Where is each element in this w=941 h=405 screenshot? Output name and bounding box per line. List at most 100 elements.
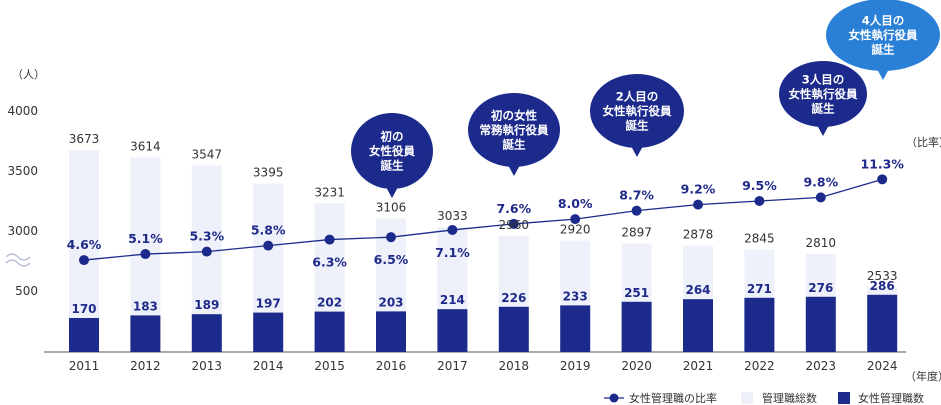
bar-total-label: 2533: [867, 269, 898, 283]
milestone-text: 女性執行役員: [789, 87, 858, 101]
milestone-text: 4人目の: [862, 14, 905, 28]
bar-women: [621, 301, 652, 352]
x-tick-label: 2016: [376, 359, 407, 373]
bar-women: [130, 315, 161, 352]
milestone-text: 誕生: [626, 119, 649, 133]
svg-text:女性管理職数: 女性管理職数: [858, 391, 924, 405]
ratio-point: [570, 214, 581, 225]
ratio-label: 6.3%: [312, 255, 347, 270]
bar-women-label: 233: [563, 289, 588, 303]
milestone-text: 2人目の: [616, 90, 659, 104]
bar-women: [498, 306, 529, 352]
bar-women-label: 170: [71, 302, 96, 316]
milestone-text: 女性執行役員: [603, 104, 672, 118]
milestone-text: 女性役員: [369, 144, 415, 158]
ratio-point: [508, 218, 519, 229]
line-layer: [79, 174, 888, 266]
bar-women-label: 271: [747, 282, 772, 296]
x-tick-label: 2013: [192, 359, 223, 373]
x-tick-label: 2020: [621, 359, 652, 373]
bar-women: [683, 299, 713, 352]
ratio-point: [447, 224, 458, 235]
ratio-point: [140, 249, 151, 260]
bar-women: [314, 311, 345, 352]
bar-total-label: 2845: [744, 232, 775, 246]
bar-total-label: 2920: [560, 223, 591, 237]
y-tick-label: 3000: [7, 224, 38, 238]
ratio-label: 9.5%: [742, 178, 777, 193]
right-axis-label: （比率）: [906, 135, 941, 149]
ratio-point: [631, 205, 642, 216]
milestone-text: 誕生: [381, 159, 404, 173]
x-tick-label: 2012: [130, 359, 161, 373]
bar-women: [253, 312, 284, 352]
milestone-text: 誕生: [872, 43, 895, 57]
milestone-text: 女性執行役員: [849, 28, 918, 42]
y-tick-label: 4000: [7, 104, 38, 118]
bar-women-label: 214: [440, 293, 465, 307]
bar-total-label: 3231: [314, 185, 345, 199]
ratio-line: [83, 178, 883, 261]
ratio-label: 8.0%: [558, 196, 593, 211]
legend-item-total: 管理職総数: [741, 391, 817, 405]
bubble-layer: 初の女性役員誕生初の女性常務執行役員誕生2人目の女性執行役員誕生3人目の女性執行…: [351, 0, 940, 198]
bar-women: [867, 294, 898, 352]
milestone-text: 初の: [381, 130, 404, 144]
ratio-point: [201, 246, 212, 257]
x-tick-label: 2023: [806, 359, 837, 373]
ratio-point: [386, 232, 396, 243]
bar-total-label: 3033: [437, 209, 468, 223]
x-axis-label: （年度）: [905, 369, 941, 383]
ratio-label: 11.3%: [861, 156, 905, 171]
y-axis-label: （人）: [12, 68, 45, 81]
bar-women-label: 203: [378, 295, 403, 309]
x-tick-label: 2018: [499, 359, 530, 373]
x-tick-label: 2019: [560, 359, 591, 373]
svg-text:女性管理職の比率: 女性管理職の比率: [629, 391, 717, 405]
legend-item-ratio: 女性管理職の比率: [604, 391, 717, 405]
ratio-point: [877, 174, 888, 185]
milestone-text: 誕生: [812, 102, 835, 116]
ratio-label: 8.7%: [619, 188, 654, 203]
bar-total-label: 2810: [806, 236, 837, 250]
bar-women-label: 183: [133, 299, 158, 313]
milestone-text: 誕生: [503, 138, 526, 152]
bar-layer: [69, 150, 898, 352]
x-tick-label: 2015: [314, 359, 345, 373]
bar-total-label: 3106: [376, 200, 407, 214]
y-tick-label: 500: [15, 284, 38, 298]
milestone-text: 常務執行役員: [480, 123, 549, 137]
legend-item-women: 女性管理職数: [838, 391, 924, 405]
ratio-label: 5.3%: [189, 229, 224, 244]
ratio-point: [693, 199, 703, 210]
x-tick-label: 2014: [253, 359, 284, 373]
bar-women-label: 286: [870, 279, 895, 293]
x-tick-label: 2017: [437, 359, 468, 373]
ratio-point: [815, 192, 826, 203]
bar-total-label: 3614: [130, 139, 161, 153]
ratio-label: 5.8%: [251, 223, 286, 238]
ratio-label: 7.6%: [496, 201, 531, 216]
ratio-label: 6.5%: [374, 252, 409, 267]
bar-women: [744, 297, 775, 352]
bar-total-label: 3673: [69, 132, 100, 146]
bar-women: [191, 314, 222, 352]
svg-text:管理職総数: 管理職総数: [762, 391, 817, 405]
bar-women-label: 251: [624, 286, 649, 300]
bar-total-label: 2897: [621, 225, 652, 239]
bar-women-label: 197: [256, 297, 281, 311]
milestone-text: 3人目の: [802, 73, 845, 87]
bar-total-label: 2960: [499, 218, 530, 232]
ratio-label: 9.2%: [681, 182, 716, 197]
ratio-label: 5.1%: [128, 231, 163, 246]
ratio-label: 4.6%: [67, 237, 102, 252]
x-tick-label: 2024: [867, 359, 898, 373]
bar-total-label: 3547: [192, 147, 223, 161]
label-layer: 3673 170 3614 183 3547 189 3395 197 3231 202 3106 2…: [67, 132, 905, 316]
